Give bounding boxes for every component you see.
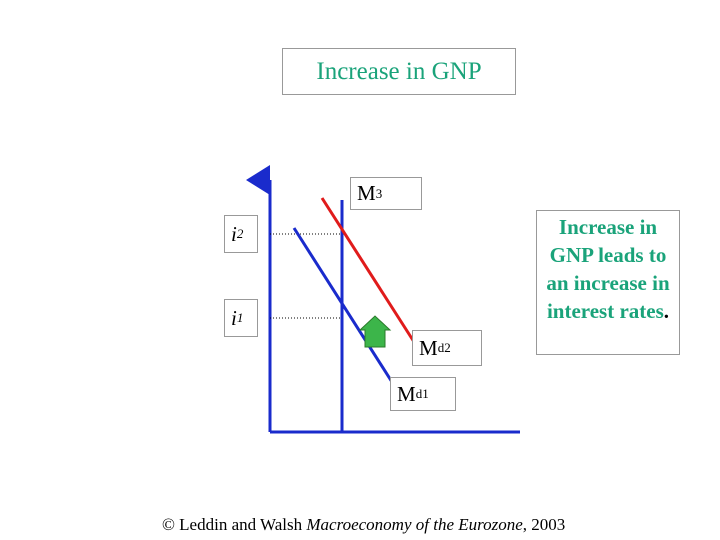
- i1-base: i: [231, 305, 237, 330]
- footer-prefix: © Leddin and Walsh: [162, 515, 307, 534]
- i2-base: i: [231, 221, 237, 246]
- title-box: Increase in GNP: [282, 48, 516, 95]
- i2-sub: 2: [236, 226, 244, 241]
- md1-curve: [292, 227, 394, 383]
- md1-base: M: [397, 381, 416, 406]
- md1-sup: d: [415, 386, 423, 401]
- md2-base: M: [419, 335, 438, 360]
- footer-suffix: , 2003: [522, 515, 566, 534]
- md2-sub: 2: [444, 340, 451, 355]
- md2-sup: d: [437, 340, 445, 355]
- note-text: Increase in GNP leads to an increase in …: [546, 215, 670, 323]
- footer-book-title: Macroeconomy of the Eurozone: [306, 515, 523, 534]
- m3-sup: 3: [375, 185, 383, 201]
- shift-up-arrow-icon: [358, 315, 392, 348]
- title-text: Increase in GNP: [316, 57, 482, 85]
- m3-base: M: [357, 181, 376, 205]
- i1-sub: 1: [236, 310, 244, 325]
- explanation-note: Increase in GNP leads to an increase in …: [536, 210, 680, 355]
- note-period: .: [663, 299, 670, 323]
- md1-sub: 1: [422, 386, 429, 401]
- md2-curve: [320, 197, 418, 346]
- copyright-footer: © Leddin and Walsh Macroeconomy of the E…: [162, 515, 565, 535]
